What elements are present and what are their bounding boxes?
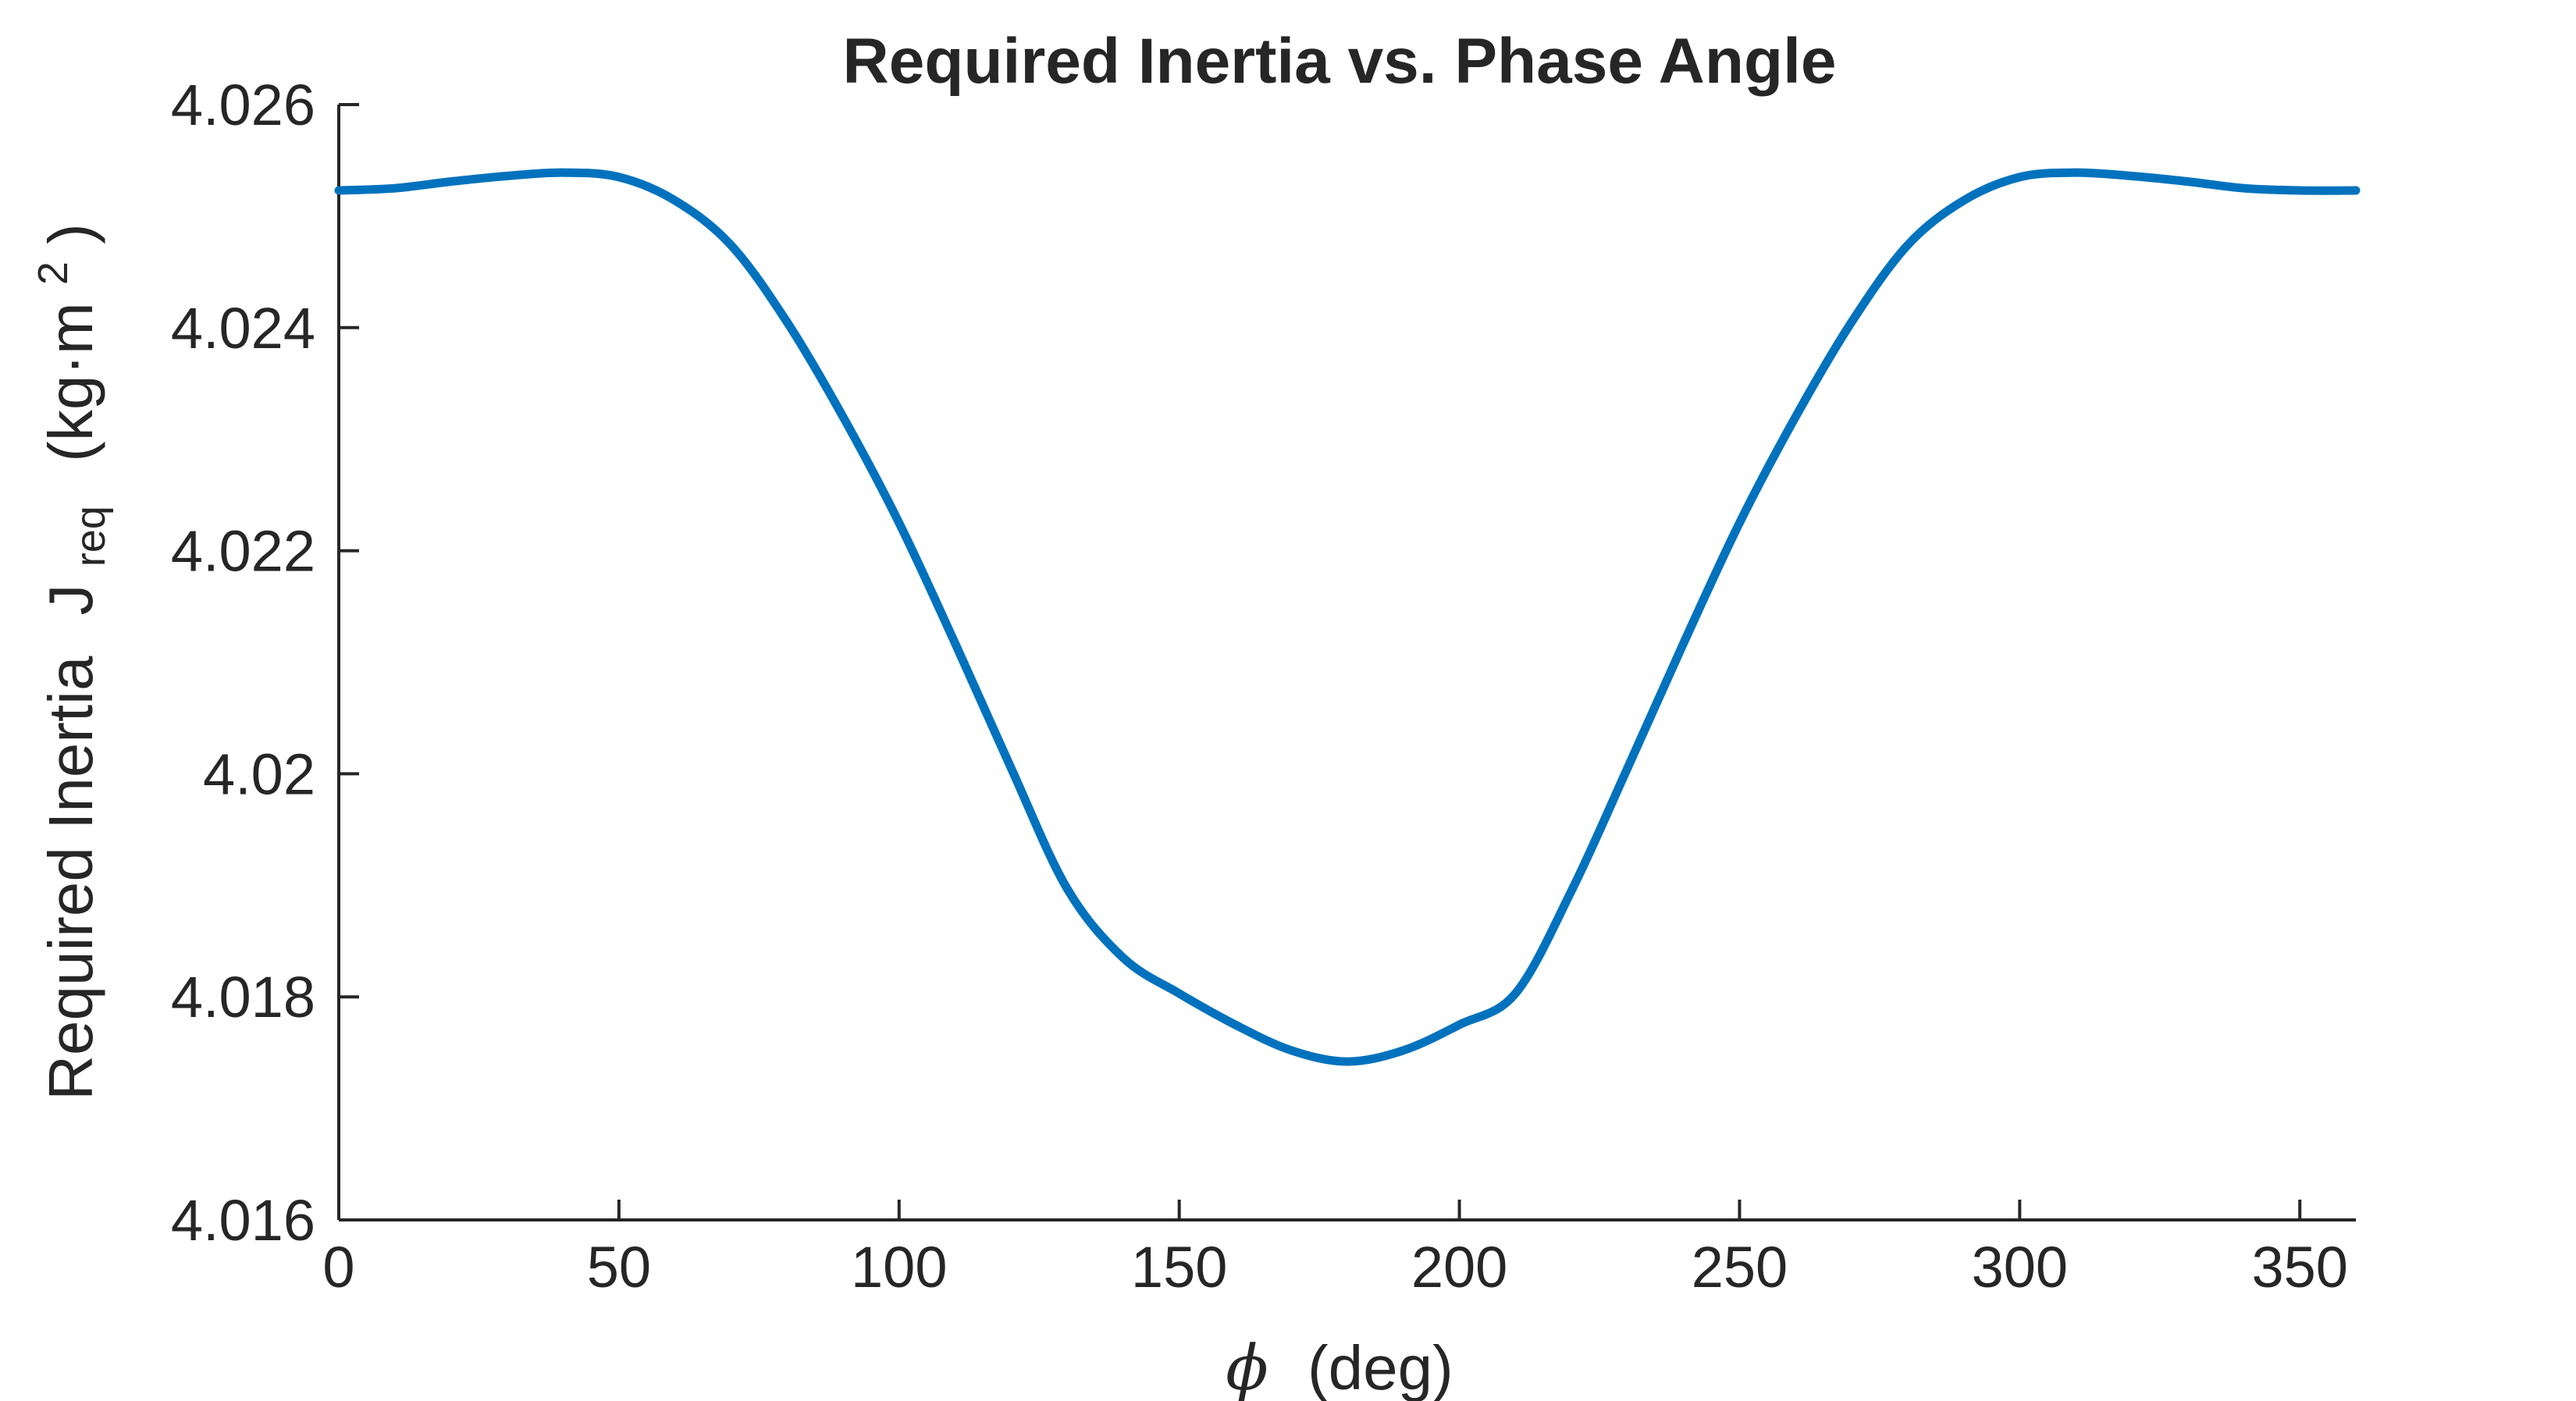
y-tick-label: 4.018: [171, 965, 315, 1029]
x-tick-label: 200: [1411, 1235, 1507, 1300]
x-ticks: 0 50 100 150 200 250 300 350: [322, 1200, 2348, 1300]
x-axis-unit: (deg): [1308, 1333, 1453, 1401]
y-axis-subscript: req: [67, 506, 114, 567]
x-tick-label: 100: [851, 1235, 947, 1300]
series-group: [334, 168, 2361, 1066]
y-tick-label: 4.024: [171, 296, 315, 361]
x-tick-label: 300: [1972, 1235, 2068, 1300]
series-line: [334, 168, 2361, 1066]
y-axis-label: Required Inertia J req (kg·m 2 ): [11, 223, 118, 1101]
y-tick-label: 4.022: [171, 519, 315, 584]
x-tick-label: 50: [587, 1235, 651, 1300]
y-axis-unit-suffix: ): [36, 223, 105, 244]
x-tick-label: 250: [1692, 1235, 1788, 1300]
y-axis-unit-superscript: 2: [30, 261, 76, 285]
y-tick-label: 4.026: [171, 73, 315, 137]
chart-title: Required Inertia vs. Phase Angle: [843, 26, 1837, 97]
y-ticks: 4.016 4.018 4.02 4.022 4.024 4.026: [171, 73, 359, 1253]
x-axis-symbol: ϕ: [1226, 1332, 1268, 1401]
y-tick-label: 4.016: [171, 1188, 315, 1253]
x-tick-label: 0: [322, 1235, 354, 1300]
x-tick-label: 150: [1131, 1235, 1227, 1300]
y-axis-text: Required Inertia: [36, 656, 105, 1101]
axes: [337, 105, 2356, 1221]
y-axis-symbol: J: [36, 584, 105, 615]
y-tick-label: 4.02: [203, 741, 315, 806]
x-axis-label: ϕ (deg): [1226, 1332, 1453, 1401]
y-axis-unit-prefix: (kg·m: [36, 302, 105, 461]
x-tick-label: 350: [2251, 1235, 2347, 1300]
